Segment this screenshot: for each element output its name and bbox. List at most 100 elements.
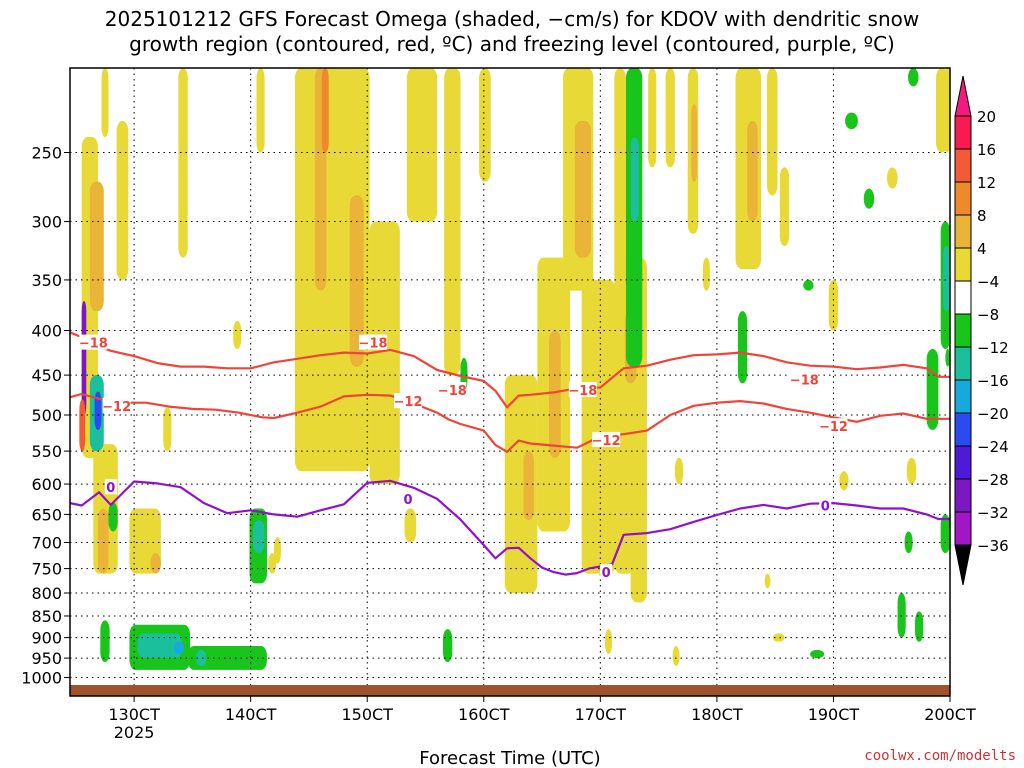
omega-region-58 (100, 620, 110, 663)
colorbar-swatch-2 (954, 181, 972, 216)
contour-label-bg--12-1 (394, 393, 423, 409)
omega-region-62 (187, 645, 267, 670)
colorbar-label-7: −12 (977, 339, 1009, 357)
omega-region-53 (81, 300, 87, 416)
omega-region-24 (523, 451, 534, 521)
y-tick-label-300: 300 (31, 213, 62, 232)
y-tick-label-250: 250 (31, 144, 62, 163)
omega-region-17 (349, 195, 364, 367)
colorbar-swatch-4 (954, 247, 972, 282)
chart-title-line-1: 2025101212 GFS Forecast Omega (shaded, −… (105, 7, 919, 31)
omega-region-1 (89, 181, 104, 312)
omega-region-40 (747, 120, 758, 222)
y-tick-label-350: 350 (31, 271, 62, 290)
x-tick-sublabel-130: 2025 (114, 723, 155, 742)
contour-label--18-4: −18 (790, 373, 819, 388)
colorbar-bottom-arrow (954, 544, 972, 586)
omega-region-51 (672, 645, 680, 666)
omega-region-48 (839, 471, 849, 491)
omega-region-8 (178, 68, 188, 258)
y-tick-label-650: 650 (31, 505, 62, 524)
colorbar-label-8: −16 (977, 372, 1009, 390)
omega-region-35 (665, 68, 675, 168)
colorbar-label-4: 4 (977, 240, 987, 258)
x-tick-label-180: 180CT (691, 705, 743, 724)
omega-region-46 (887, 167, 898, 189)
omega-region-50 (604, 629, 612, 655)
contour-label-bg-0-0 (104, 479, 117, 495)
pressure-axis: 250 300 350 400 450 500 550 600 650 700 750 800 850 9… (21, 144, 70, 688)
omega-region-19 (406, 68, 438, 222)
omega-region-61 (173, 641, 185, 655)
omega-region-7 (101, 68, 109, 138)
omega-region-76 (897, 593, 906, 638)
contour-label--12-1: −12 (394, 395, 423, 410)
colorbar-label-11: −28 (977, 471, 1009, 489)
y-tick-label-850: 850 (31, 607, 62, 626)
omega-region-49 (906, 457, 917, 485)
contour-label-0-3: 0 (821, 500, 830, 515)
contour-label--12-3: −12 (819, 420, 848, 435)
omega-region-37 (691, 104, 698, 182)
omega-region-20 (404, 508, 417, 543)
contour-label-0-2: 0 (602, 566, 611, 581)
omega-region-75 (908, 68, 919, 87)
colorbar-label-2: 12 (977, 174, 996, 192)
omega-region-71 (803, 279, 814, 291)
contour-label-bg--12-2 (592, 431, 621, 447)
contour-label--12-2: −12 (592, 434, 621, 449)
y-tick-label-700: 700 (31, 533, 62, 552)
contour-0 (70, 479, 950, 576)
contour-label-bg--18-2 (438, 381, 467, 397)
contour-label-bg-0-1 (402, 490, 415, 506)
omega-region-81 (943, 245, 950, 312)
credit-text[interactable]: coolwx.com/modelts (864, 748, 1016, 764)
pressure-time-grid (70, 68, 951, 696)
x-axis-title: Forecast Time (UTC) (419, 748, 600, 768)
colorbar-label-13: −36 (977, 537, 1009, 555)
contour-label--18-1: −18 (359, 337, 388, 352)
colorbar-label-12: −32 (977, 504, 1009, 522)
colorbar-swatch-11 (954, 478, 972, 513)
omega-region-43 (764, 573, 771, 589)
omega-region-41 (767, 68, 778, 196)
y-tick-label-550: 550 (31, 442, 62, 461)
y-tick-label-800: 800 (31, 584, 62, 603)
colorbar-label-10: −24 (977, 438, 1009, 456)
contour-labels: −18 −18 −18 −18 −18 −12 −12 −12 −12 0 0 0 0 (79, 334, 848, 581)
omega-region-4 (116, 120, 129, 280)
contour-lines (70, 331, 950, 576)
x-tick-label-200: 200CT (924, 705, 976, 724)
y-tick-label-900: 900 (31, 629, 62, 648)
contour-label-bg-0-3 (819, 497, 832, 513)
omega-region-83 (944, 68, 950, 153)
contour--12 (70, 392, 950, 453)
contour-label-bg--18-0 (79, 334, 108, 350)
chart-title-line-2: growth region (contoured, red, ºC) and f… (129, 32, 895, 56)
omega-region-52 (674, 457, 684, 485)
omega-shading (79, 68, 950, 670)
x-tick-label-160: 160CT (458, 705, 510, 724)
omega-region-21 (444, 68, 461, 376)
colorbar-label-6: −8 (977, 306, 999, 324)
omega-region-74 (863, 188, 875, 209)
contour-label--18-0: −18 (79, 337, 108, 352)
omega-region-9 (163, 407, 172, 452)
y-tick-label-400: 400 (31, 322, 62, 341)
contour-label-bg--12-0 (102, 397, 131, 413)
contour-label-bg--18-4 (790, 371, 819, 387)
contour-label-bg--12-3 (819, 418, 848, 434)
omega-region-6 (150, 553, 161, 574)
colorbar-swatch-8 (954, 379, 972, 414)
omega-region-77 (915, 611, 924, 642)
colorbar-label-0: 20 (977, 108, 996, 126)
omega-region-33 (614, 68, 626, 280)
colorbar-label-1: 16 (977, 141, 996, 159)
colorbar-label-3: 8 (977, 207, 987, 225)
x-tick-label-170: 170CT (575, 705, 627, 724)
contour-label--18-3: −18 (568, 384, 597, 399)
y-tick-label-1000: 1000 (21, 669, 62, 688)
omega-region-54 (79, 399, 86, 452)
